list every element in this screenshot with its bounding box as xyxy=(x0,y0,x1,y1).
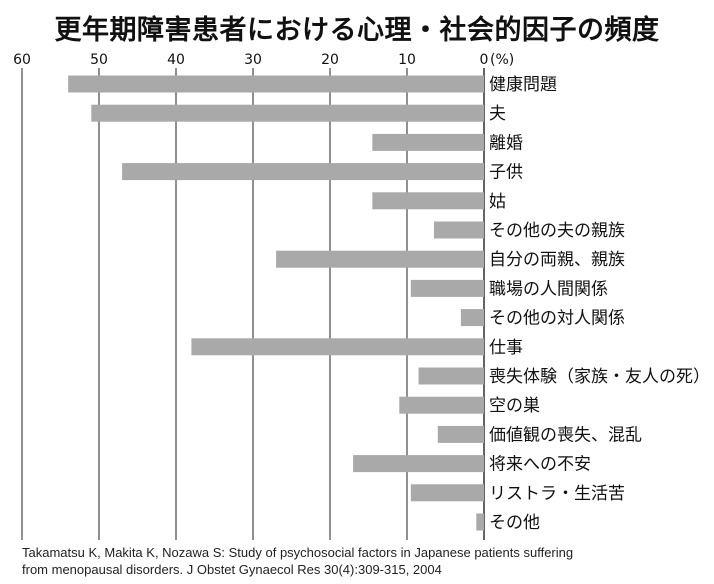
category-label: 夫 xyxy=(489,104,506,124)
bar xyxy=(437,425,484,443)
x-tick-label: 20 xyxy=(321,52,339,68)
category-label: その他の対人関係 xyxy=(489,309,625,329)
category-label: その他 xyxy=(489,513,540,533)
bar xyxy=(372,133,484,151)
bar xyxy=(276,250,484,268)
category-label: 離婚 xyxy=(489,133,523,153)
category-label: 自分の両親、親族 xyxy=(489,250,625,270)
chart-title: 更年期障害患者における心理・社会的因子の頻度 xyxy=(54,15,660,46)
bar xyxy=(353,455,484,473)
bar xyxy=(410,279,484,297)
category-label: リストラ・生活苦 xyxy=(489,484,625,504)
x-unit-label: (%) xyxy=(490,52,514,68)
category-label: 将来への不安 xyxy=(489,455,591,475)
bar xyxy=(476,513,484,531)
category-label: 健康問題 xyxy=(489,75,557,95)
category-label: 子供 xyxy=(489,163,523,183)
category-label: 価値観の喪失、混乱 xyxy=(489,425,642,445)
bar xyxy=(372,192,484,210)
x-tick-label: 10 xyxy=(398,52,416,68)
citation: Takamatsu K, Makita K, Nozawa S: Study o… xyxy=(22,544,702,578)
bar xyxy=(433,221,484,239)
x-tick-label: 40 xyxy=(167,52,185,68)
bar xyxy=(91,104,485,122)
category-label: 喪失体験（家族・友人の死） xyxy=(489,367,710,387)
citation-line-1: Takamatsu K, Makita K, Nozawa S: Study o… xyxy=(22,545,574,560)
category-label: 空の巣 xyxy=(489,396,540,416)
bar xyxy=(122,163,484,181)
category-labels: 健康問題夫離婚子供姑その他の夫の親族自分の両親、親族職場の人間関係その他の対人関… xyxy=(489,75,710,533)
bar xyxy=(68,75,484,93)
bar xyxy=(410,484,484,502)
category-label: 職場の人間関係 xyxy=(489,279,608,299)
bar xyxy=(191,338,484,356)
bar xyxy=(399,396,484,414)
x-tick-label: 0 xyxy=(480,52,489,68)
x-tick-label: 50 xyxy=(90,52,108,68)
citation-line-2: from menopausal disorders. J Obstet Gyna… xyxy=(22,562,442,577)
x-tick-label: 30 xyxy=(244,52,262,68)
x-tick-labels: 60 50 40 30 20 10 0 xyxy=(13,52,488,68)
x-tick-label: 60 xyxy=(13,52,31,68)
category-label: 姑 xyxy=(489,192,506,212)
category-label: その他の夫の親族 xyxy=(489,221,625,241)
bars xyxy=(68,75,485,531)
bar xyxy=(460,309,484,327)
bar xyxy=(418,367,484,385)
category-label: 仕事 xyxy=(489,338,523,358)
